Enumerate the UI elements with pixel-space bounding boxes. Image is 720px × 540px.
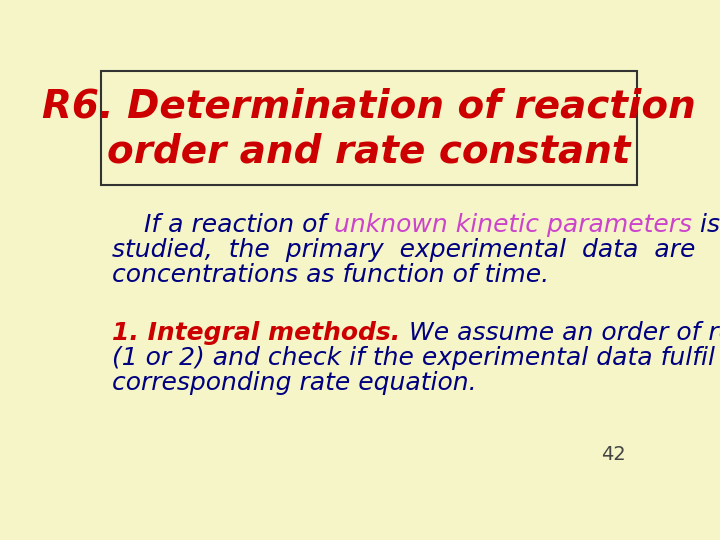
Text: We assume an order of reaction: We assume an order of reaction	[400, 321, 720, 345]
Text: R6. Determination of reaction
order and rate constant: R6. Determination of reaction order and …	[42, 87, 696, 171]
FancyBboxPatch shape	[101, 71, 637, 185]
Text: If a reaction of: If a reaction of	[112, 213, 335, 237]
Text: 1. Integral methods.: 1. Integral methods.	[112, 321, 400, 345]
Text: unknown kinetic parameters: unknown kinetic parameters	[335, 213, 693, 237]
Text: concentrations as function of time.: concentrations as function of time.	[112, 263, 549, 287]
Text: is: is	[693, 213, 720, 237]
Text: corresponding rate equation.: corresponding rate equation.	[112, 371, 477, 395]
Text: 42: 42	[601, 445, 626, 464]
Text: (1 or 2) and check if the experimental data fulfil the: (1 or 2) and check if the experimental d…	[112, 346, 720, 370]
Text: studied,  the  primary  experimental  data  are: studied, the primary experimental data a…	[112, 238, 696, 262]
